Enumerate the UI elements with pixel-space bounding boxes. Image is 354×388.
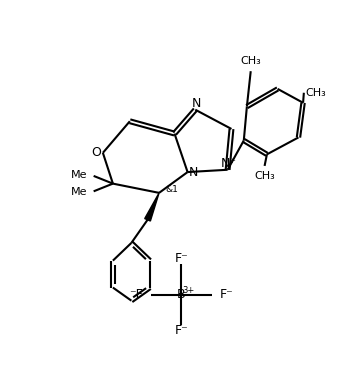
Text: &1: &1 [165, 185, 178, 194]
Text: B: B [177, 288, 186, 301]
Text: CH₃: CH₃ [306, 88, 326, 98]
Text: F⁻: F⁻ [220, 288, 234, 301]
Text: O: O [91, 146, 101, 159]
Text: N: N [189, 166, 199, 179]
Text: ⁻F: ⁻F [129, 288, 143, 301]
Text: F⁻: F⁻ [175, 252, 188, 265]
Text: 3+: 3+ [182, 286, 194, 295]
Text: N⁺: N⁺ [221, 157, 237, 170]
Text: F⁻: F⁻ [175, 324, 188, 337]
Text: CH₃: CH₃ [240, 56, 261, 66]
Text: CH₃: CH₃ [254, 171, 275, 181]
Polygon shape [145, 193, 159, 221]
Text: Me: Me [71, 187, 87, 197]
Text: Me: Me [71, 170, 87, 180]
Text: N: N [192, 97, 201, 110]
